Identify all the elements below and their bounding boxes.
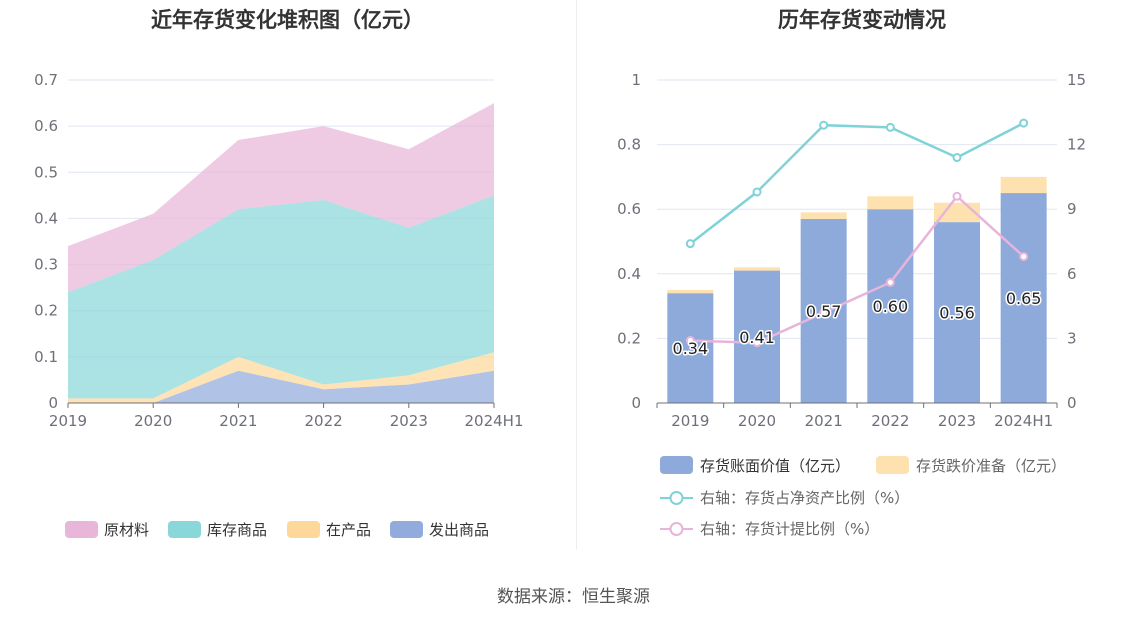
x-tick-label: 2019 [49,412,87,430]
bar-book-value [867,209,914,403]
bar-line-combo-chart: 0 0.2 0.4 0.6 0.8 1 0 3 6 9 12 15 2019 2020 2021 2022 20… [617,71,1086,538]
x-tick-label: 2021 [805,412,843,430]
legend-label-net-asset-ratio: 右轴：存货占净资产比例（%） [700,489,909,507]
y-tick-label: 0.3 [34,256,58,274]
legend-label-book-value: 存货账面价值（亿元） [700,457,850,475]
bar-data-label: 0.56 [939,304,975,323]
legend-label-库存商品: 库存商品 [207,521,267,539]
legend-swatch-发出商品 [390,521,423,538]
line-point [819,308,829,318]
area-series-在产品 [68,352,494,403]
y-right-tick-label: 15 [1067,71,1086,89]
legend-swatch-book-value [660,456,693,474]
line-point [1019,118,1029,128]
y-left-tick-label: 0.2 [617,329,641,347]
y-tick-label: 0.7 [34,71,58,89]
legend-swatch-在产品 [287,521,320,538]
data-source-note: 数据来源：恒生聚源 [497,587,650,607]
bar-provision [1000,176,1047,194]
panel-divider [576,0,577,550]
line-point [685,336,695,346]
bar-data-label: 0.57 [806,302,842,321]
line-point [885,277,895,287]
area-series-原材料 [68,103,494,293]
line-point [819,120,829,130]
line-series-net-asset-ratio [689,121,1025,245]
x-tick-label: 2020 [738,412,776,430]
y-right-tick-label: 12 [1067,136,1086,154]
x-tick-label: 2021 [219,412,257,430]
y-tick-label: 0 [48,394,58,412]
line-point [752,338,762,348]
line-point [1019,252,1029,262]
line-point [952,153,962,163]
y-tick-label: 0.1 [34,348,58,366]
legend-label-发出商品: 发出商品 [429,521,489,539]
left-chart-panel: 近年存货变化堆积图（亿元） 0 0.1 0.2 0.3 0.4 0.5 0.6 0.7 2019… [0,0,575,560]
y-left-tick-label: 1 [631,71,641,89]
right-chart-title: 历年存货变动情况 [778,8,946,32]
x-tick-label: 2020 [134,412,172,430]
bar-provision [667,289,714,294]
y-right-tick-label: 9 [1067,200,1077,218]
y-left-tick-label: 0.6 [617,200,641,218]
legend-marker-net-asset-ratio [669,491,684,505]
legend-label-provision: 存货跌价准备（亿元） [916,457,1066,475]
x-tick-label: 2024H1 [465,412,524,430]
legend-label-provision-ratio: 右轴：存货计提比例（%） [700,520,879,538]
bar-data-label: 0.60 [873,297,909,316]
legend-swatch-原材料 [65,521,98,538]
y-left-tick-label: 0.4 [617,265,641,283]
y-tick-label: 0.6 [34,117,58,135]
right-chart-panel: 历年存货变动情况 0 0.2 0.4 0.6 0.8 1 0 3 6 9 12 15 2019 2020 2… [577,0,1147,560]
line-point [685,239,695,249]
line-point [952,191,962,201]
y-right-tick-label: 0 [1067,394,1077,412]
x-tick-label: 2019 [671,412,709,430]
area-series-库存商品 [68,195,494,399]
y-left-tick-label: 0 [631,394,641,412]
bar-book-value [934,222,980,403]
legend-marker-provision-ratio [669,522,684,536]
y-left-tick-label: 0.8 [617,136,641,154]
y-right-tick-label: 3 [1067,329,1077,347]
y-right-tick-label: 6 [1067,265,1077,283]
bar-provision [867,196,914,210]
x-tick-label: 2022 [871,412,909,430]
y-tick-label: 0.2 [34,302,58,320]
y-tick-label: 0.5 [34,163,58,181]
bar-data-label: 0.65 [1006,289,1042,308]
bar-provision [734,267,780,271]
x-tick-label: 2023 [938,412,976,430]
line-series-provision-ratio [690,194,1025,344]
stacked-area-chart: 0 0.1 0.2 0.3 0.4 0.5 0.6 0.7 2019 2020 2021 2022 20… [34,71,524,539]
bar-data-label: 0.41 [739,328,775,347]
left-chart-title: 近年存货变化堆积图（亿元） [151,8,424,32]
y-tick-label: 0.4 [34,209,58,227]
legend-label-原材料: 原材料 [104,521,149,539]
bar-provision [800,212,847,219]
line-point [752,187,762,197]
area-series-发出商品 [68,370,494,403]
bar-book-value [667,293,714,403]
x-tick-label: 2023 [390,412,428,430]
legend-label-在产品: 在产品 [326,521,371,539]
bar-book-value [1000,193,1047,403]
legend-swatch-库存商品 [168,521,201,538]
x-tick-label: 2022 [305,412,343,430]
bar-data-label: 0.34 [673,339,709,358]
legend-swatch-provision [876,456,909,474]
line-point [885,122,895,132]
x-tick-label: 2024H1 [994,412,1053,430]
